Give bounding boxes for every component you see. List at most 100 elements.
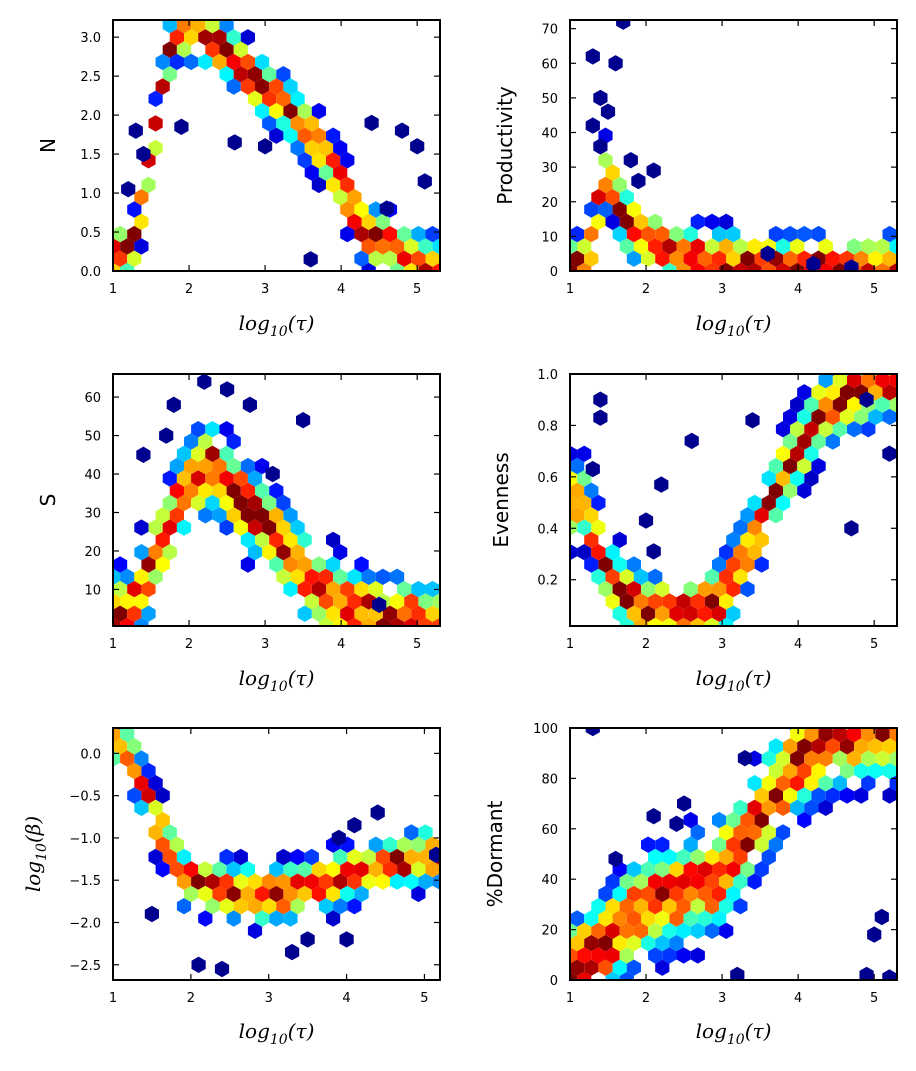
hexbin [397,605,412,622]
hexbin [669,885,684,903]
hexbin-outlier [654,476,669,493]
hexbin [368,861,383,878]
hexbin [825,408,840,426]
hexbin [861,728,876,743]
hexbin [584,482,599,499]
hexbin [690,213,705,230]
hexbin [690,593,705,610]
hexbin [283,127,298,144]
hexbin [390,617,405,626]
hexbin [591,189,606,206]
hexbin [811,787,826,804]
hexbin-outlier [874,908,889,926]
hexbin [577,445,592,462]
hexbin [189,20,193,21]
hexbin [162,848,177,866]
hexbin [311,580,326,598]
hexbin [584,201,599,218]
hexbin [676,848,691,866]
hexbin [790,396,805,413]
hexbin [141,556,156,573]
hexbin [347,213,362,230]
hexbin [333,164,348,181]
hexbin [775,470,791,487]
hexbin [169,457,184,475]
y-tick-label: −2.5 [69,959,101,974]
hexbin-outlier [197,374,212,390]
x-tick-label: 5 [870,637,878,652]
hexbin [790,775,805,792]
hexbin [404,593,419,610]
hexbin [704,922,720,939]
hexbin [212,457,227,475]
hexbin [333,593,348,610]
hexbin [818,374,833,389]
hexbin-outlier [684,432,699,450]
y-tick-label: 80 [541,772,558,787]
hexbin [269,507,284,524]
hexbin [761,262,776,271]
hexbin [570,947,578,964]
y-tick-label: 20 [541,924,558,939]
hexbin [247,90,263,107]
hexbin [719,873,734,890]
hexbin [804,799,819,816]
hexbin [897,714,911,730]
hexbin-outlier [608,55,623,72]
hexbin [382,250,398,267]
hexbin [262,898,277,915]
hexbin [432,617,440,626]
hexbin [184,53,199,71]
hexbin [169,507,184,524]
hexbin [733,568,748,585]
hexbin [247,544,263,561]
hexbin [619,189,634,206]
x-tick-label: 4 [794,282,802,297]
hexbin [290,568,305,585]
hexbin [662,848,677,866]
hexbin [783,457,798,475]
hexbin [633,593,649,610]
hexbin [318,139,334,157]
hexbin [382,836,398,853]
hexbin [375,873,390,890]
hexbin [847,728,862,743]
hexbin [768,457,783,475]
hexbin [655,959,670,976]
hexbin [662,262,677,271]
hexbin [747,799,762,816]
hexbin [155,507,170,524]
hexbin-outlier [265,465,280,483]
hexbin [113,568,121,585]
hexbin [719,824,734,841]
hexbin [811,433,826,450]
hexbin [176,41,192,58]
hexbin [120,617,135,626]
hexbin [283,556,298,573]
hexbins [570,714,911,980]
hexbin [226,29,241,46]
hexbin [418,617,433,626]
hexbin [361,262,376,271]
hexbin [184,885,199,903]
hexbin [861,421,876,438]
hexbin [577,238,592,255]
hexbin [404,824,419,841]
hexbin [262,66,277,83]
x-axis-label: log10(τ) [696,1019,772,1048]
y-tick-label: 1.0 [80,187,101,202]
y-tick-label: −1.0 [69,832,101,847]
hexbin [247,66,263,83]
hexbin [896,766,897,776]
hexbin [740,531,755,549]
hexbin [439,840,440,849]
hexbin [825,384,840,401]
hexbin [276,568,291,585]
hexbin [290,139,305,157]
hexbin [889,775,897,792]
hexbin [733,824,748,841]
hexbin [439,609,440,618]
hexbin-outlier [159,427,174,444]
hexbin [633,238,649,255]
x-axis-label: log10(τ) [696,666,772,695]
